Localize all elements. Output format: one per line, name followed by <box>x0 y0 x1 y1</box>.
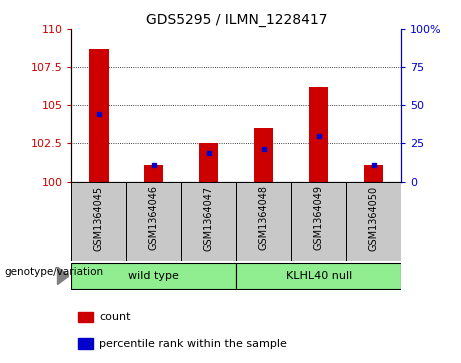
Text: KLHL40 null: KLHL40 null <box>285 271 352 281</box>
Title: GDS5295 / ILMN_1228417: GDS5295 / ILMN_1228417 <box>146 13 327 26</box>
Bar <box>144 165 164 182</box>
Text: GSM1364047: GSM1364047 <box>204 185 214 250</box>
Bar <box>199 143 219 182</box>
Text: GSM1364048: GSM1364048 <box>259 185 269 250</box>
Bar <box>78 311 93 322</box>
Bar <box>364 165 383 182</box>
Bar <box>236 263 401 289</box>
Text: percentile rank within the sample: percentile rank within the sample <box>100 339 287 348</box>
Bar <box>89 49 108 182</box>
Bar <box>236 182 291 261</box>
Text: count: count <box>100 312 131 322</box>
Bar <box>346 182 401 261</box>
Bar <box>291 182 346 261</box>
Text: GSM1364045: GSM1364045 <box>94 185 104 250</box>
Bar <box>254 128 273 182</box>
Text: GSM1364050: GSM1364050 <box>369 185 378 250</box>
Text: GSM1364049: GSM1364049 <box>313 185 324 250</box>
Text: GSM1364046: GSM1364046 <box>149 185 159 250</box>
Bar <box>71 263 236 289</box>
Bar <box>71 182 126 261</box>
Bar <box>78 338 93 349</box>
Text: genotype/variation: genotype/variation <box>5 267 104 277</box>
Bar <box>309 87 328 182</box>
Bar <box>181 182 236 261</box>
Bar <box>126 182 181 261</box>
Text: wild type: wild type <box>129 271 179 281</box>
Polygon shape <box>58 267 69 285</box>
